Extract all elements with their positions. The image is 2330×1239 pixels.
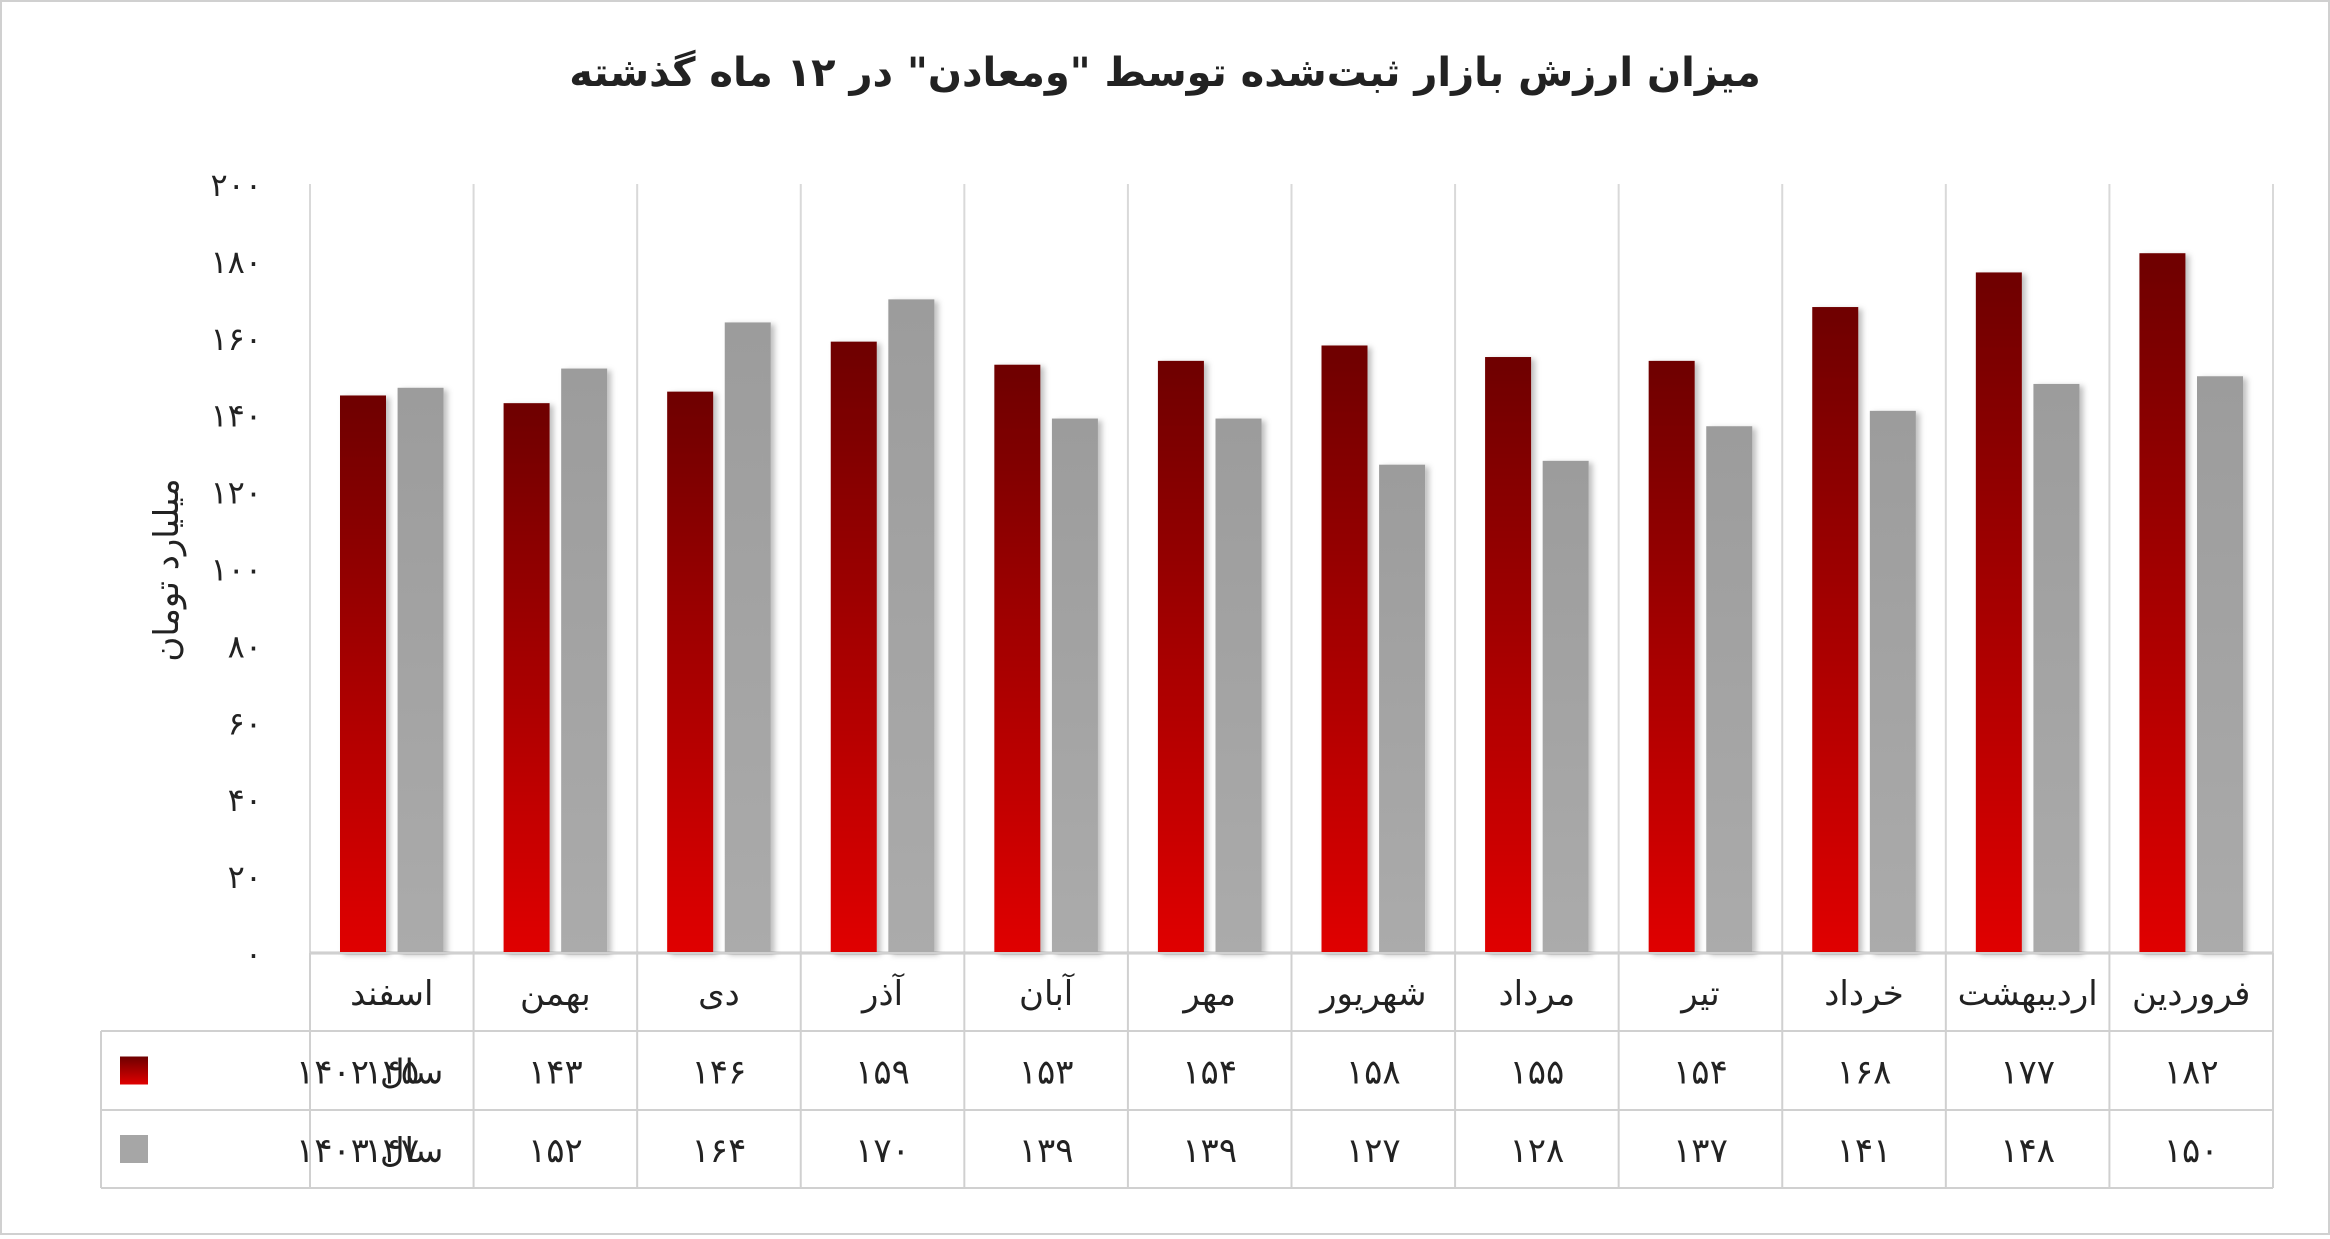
table-value: ۱۴۸ bbox=[2000, 1131, 2055, 1171]
y-tick-label: ۴۰ bbox=[228, 781, 262, 819]
y-tick-label: ۱۲۰ bbox=[210, 474, 262, 512]
bars bbox=[340, 253, 2243, 954]
chart-title: میزان ارزش بازار ثبت‌شده توسط "ومعادن" د… bbox=[569, 49, 1761, 96]
table-value: ۱۵۹ bbox=[855, 1053, 910, 1093]
bar-series-1402 bbox=[830, 341, 877, 953]
table-value: ۱۶۸ bbox=[1837, 1053, 1892, 1093]
legend-label: سال ۱۴۰۲ bbox=[296, 1053, 443, 1093]
bar-series-1403 bbox=[1051, 418, 1098, 953]
bar-series-1402 bbox=[1485, 357, 1532, 953]
y-tick-label: ۱۸۰ bbox=[210, 243, 262, 281]
y-axis-label: میلیارد تومان bbox=[147, 478, 187, 661]
table-value: ۱۴۱ bbox=[1837, 1131, 1892, 1171]
table-value: ۱۴۳ bbox=[528, 1053, 583, 1093]
table-value: ۱۵۴ bbox=[1182, 1053, 1237, 1093]
bar-series-1403 bbox=[724, 322, 771, 953]
bar-series-1403 bbox=[1215, 418, 1262, 953]
table-value: ۱۶۴ bbox=[692, 1131, 747, 1171]
bar-series-1402 bbox=[1812, 307, 1859, 953]
table-value: ۱۷۰ bbox=[855, 1131, 910, 1171]
x-tick-label: تیر bbox=[1679, 974, 1719, 1014]
y-tick-label: ۲۰۰ bbox=[210, 166, 262, 204]
table-value: ۱۸۲ bbox=[2164, 1053, 2219, 1093]
table-value: ۱۲۷ bbox=[1346, 1131, 1401, 1171]
table-value: ۱۴۶ bbox=[692, 1053, 747, 1093]
bar-series-1403 bbox=[1379, 464, 1426, 953]
data-table: فروردین اردیبهشت خرداد تیر مرداد شهریور مهر آبا… bbox=[100, 952, 2274, 1189]
bar-series-1402 bbox=[340, 395, 386, 954]
x-tick-label: شهریور bbox=[1318, 974, 1426, 1014]
x-tick-label: آبان bbox=[1019, 973, 1075, 1014]
bar-series-1402 bbox=[1975, 272, 2022, 953]
legend-label: سال ۱۴۰۳ bbox=[296, 1131, 443, 1171]
legend-swatch bbox=[120, 1135, 148, 1163]
y-tick-label: ۱۴۰ bbox=[210, 397, 262, 435]
y-tick-label: ۰ bbox=[245, 935, 262, 973]
bar-series-1403 bbox=[1869, 410, 1916, 954]
y-axis-ticks: ۰ ۲۰ ۴۰ ۶۰ ۸۰ ۱۰۰ ۱۲۰ ۱۴۰ ۱۶۰ ۱۸۰ ۲۰۰ bbox=[210, 166, 262, 973]
x-tick-label: بهمن bbox=[520, 974, 591, 1014]
bar-series-1403 bbox=[2197, 376, 2243, 953]
table-value: ۱۲۸ bbox=[1509, 1131, 1564, 1171]
bar-series-1403 bbox=[561, 368, 608, 953]
bar-series-1402 bbox=[994, 364, 1041, 954]
table-value: ۱۷۷ bbox=[2000, 1053, 2055, 1093]
bar-series-1403 bbox=[397, 387, 444, 953]
bar-series-1402 bbox=[1648, 360, 1695, 953]
table-value: ۱۴۷ bbox=[364, 1131, 419, 1171]
x-tick-label: آذر bbox=[860, 973, 905, 1014]
table-value: ۱۵۸ bbox=[1346, 1053, 1401, 1093]
y-tick-label: ۱۶۰ bbox=[210, 320, 262, 358]
table-value: ۱۵۲ bbox=[528, 1131, 583, 1171]
x-tick-label: مرداد bbox=[1499, 974, 1576, 1014]
x-tick-label: اسفند bbox=[350, 974, 433, 1014]
y-tick-label: ۸۰ bbox=[228, 627, 262, 665]
legend-swatch bbox=[120, 1056, 148, 1085]
table-value: ۱۳۷ bbox=[1673, 1131, 1728, 1171]
table-value: ۱۵۳ bbox=[1019, 1053, 1074, 1093]
bar-series-1403 bbox=[1706, 426, 1753, 953]
x-tick-label: مهر bbox=[1181, 974, 1236, 1014]
bar-series-1402 bbox=[667, 391, 714, 953]
table-value: ۱۴۵ bbox=[364, 1053, 419, 1093]
table-value: ۱۳۹ bbox=[1182, 1131, 1237, 1171]
table-value: ۱۳۹ bbox=[1019, 1131, 1074, 1171]
bar-series-1402 bbox=[1321, 345, 1368, 953]
y-tick-label: ۶۰ bbox=[228, 704, 262, 742]
y-tick-label: ۱۰۰ bbox=[210, 551, 262, 589]
x-tick-label: خرداد bbox=[1824, 974, 1904, 1014]
bar-series-1403 bbox=[888, 299, 935, 954]
table-value: ۱۵۵ bbox=[1509, 1053, 1564, 1093]
y-tick-label: ۲۰ bbox=[228, 858, 262, 896]
x-tick-label: اردیبهشت bbox=[1958, 974, 2098, 1014]
table-value: ۱۵۴ bbox=[1673, 1053, 1728, 1093]
x-tick-label: فروردین bbox=[2132, 974, 2250, 1014]
bar-series-1402 bbox=[1157, 360, 1204, 953]
bar-series-1402 bbox=[503, 403, 550, 953]
table-value: ۱۵۰ bbox=[2164, 1131, 2219, 1171]
bar-series-1403 bbox=[2033, 383, 2080, 953]
x-tick-label: دی bbox=[698, 974, 740, 1014]
bar-series-1403 bbox=[1542, 460, 1589, 953]
bar-series-1402 bbox=[2139, 253, 2186, 953]
